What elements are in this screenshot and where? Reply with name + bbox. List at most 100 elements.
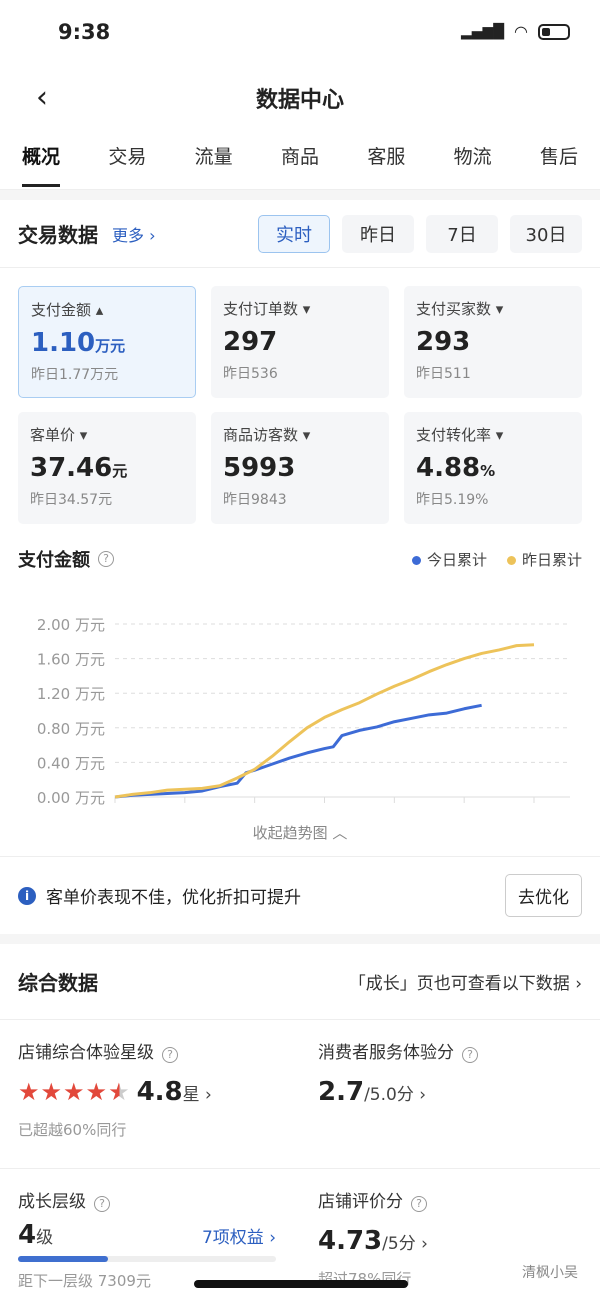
tab-5[interactable]: 物流 xyxy=(453,146,492,168)
card-label: 商品访客数 ▾ xyxy=(223,426,311,444)
card-previous: 昨日34.57元 xyxy=(30,492,113,508)
series-line-昨日累计 xyxy=(114,643,535,799)
status-bar: 9:38 ▂▄▆█ ◠ xyxy=(0,0,600,64)
metric-title: 成长层级 xyxy=(18,1192,86,1212)
metric-sub: 距下一层级 7309元 xyxy=(18,1272,151,1290)
period-2[interactable]: 7日 xyxy=(426,214,498,253)
optimize-button[interactable]: 去优化 xyxy=(505,874,582,917)
value: 4.88 xyxy=(416,453,481,483)
tab-0[interactable]: 概况 xyxy=(22,142,61,187)
metric-card[interactable]: 支付金额 ▴ 1.10万元 昨日1.77万元 xyxy=(18,286,196,398)
metric-title: 店铺综合体验星级 xyxy=(18,1043,154,1063)
card-previous: 昨日9843 xyxy=(223,492,287,508)
metric-value: 2.7 xyxy=(318,1077,365,1107)
help-icon[interactable]: ? xyxy=(411,1196,427,1212)
more-link[interactable]: 更多 › xyxy=(112,225,156,245)
page-title: 数据中心 xyxy=(255,88,344,113)
growth-level-metric[interactable]: 成长层级? 4 级 7项权益 › 距下一层级 7309元 xyxy=(0,1168,300,1316)
tab-6[interactable]: 售后 xyxy=(539,146,578,168)
star-rating-metric[interactable]: 店铺综合体验星级? ★★★★★ 4.8 星 › 已超越60%同行 xyxy=(0,1020,300,1168)
battery-icon xyxy=(538,23,570,40)
legend-dot xyxy=(411,555,421,565)
metric-unit: 级 xyxy=(36,1228,54,1248)
metric-card[interactable]: 支付转化率 ▾ 4.88% 昨日5.19% xyxy=(404,412,582,524)
x-tick-label: 8:00 xyxy=(238,816,272,818)
payment-chart: 0.00 万元 0.40 万元 0.80 万元 1.20 万元 1.60 万元 2.00 … xyxy=(37,616,570,818)
legend-label: 昨日累计 xyxy=(521,550,582,569)
period-0[interactable]: 实时 xyxy=(258,214,330,253)
star-rating: ★★★★★ xyxy=(18,1078,131,1106)
chart-title: 支付金额 xyxy=(18,550,90,571)
metric-title: 消费者服务体验分 xyxy=(318,1043,454,1063)
card-value: 293 xyxy=(416,327,570,357)
help-icon[interactable]: ? xyxy=(462,1047,478,1063)
metric-card[interactable]: 支付订单数 ▾ 297 昨日536 xyxy=(211,286,389,398)
x-tick-label: 12:00 xyxy=(303,816,346,818)
metric-value: 4.8 xyxy=(136,1077,183,1107)
composite-title: 综合数据 xyxy=(18,971,98,995)
metric-value: 4 xyxy=(18,1220,37,1250)
series-line-今日累计 xyxy=(114,703,482,799)
help-icon[interactable]: ? xyxy=(162,1047,178,1063)
card-previous: 昨日1.77万元 xyxy=(31,367,119,383)
metric-unit: /5分 › xyxy=(382,1234,428,1254)
metric-unit: /5.0分 › xyxy=(364,1085,427,1105)
value: 297 xyxy=(223,327,278,357)
tab-3[interactable]: 商品 xyxy=(280,146,319,168)
card-label: 支付买家数 ▾ xyxy=(416,300,504,318)
growth-page-link[interactable]: 「成长」页也可查看以下数据 › xyxy=(348,974,582,994)
growth-progress-bar xyxy=(18,1256,276,1262)
card-previous: 昨日511 xyxy=(416,366,471,382)
collapse-chart-button[interactable]: 收起趋势图 ︿ xyxy=(252,824,348,842)
tab-1[interactable]: 交易 xyxy=(108,146,147,168)
unit: % xyxy=(480,462,496,480)
x-tick-label: 4:00 xyxy=(168,816,202,818)
help-icon[interactable]: ? xyxy=(98,551,114,567)
tab-2[interactable]: 流量 xyxy=(194,146,233,168)
legend-label: 今日累计 xyxy=(426,550,487,569)
x-tick-label: 0:00 xyxy=(98,816,132,818)
x-tick-label: 20:00 xyxy=(443,816,486,818)
y-tick-label: 1.60 万元 xyxy=(37,651,105,669)
y-tick-label: 0.00 万元 xyxy=(37,789,105,807)
legend-dot xyxy=(506,555,516,565)
wifi-icon: ◠ xyxy=(514,22,528,41)
card-value: 4.88% xyxy=(416,453,570,483)
review-score-metric[interactable]: 店铺评价分? 4.73/5分 › 超过78%同行 xyxy=(300,1168,600,1316)
value: 5993 xyxy=(223,453,296,483)
card-value: 5993 xyxy=(223,453,377,483)
x-tick-label: 16:00 xyxy=(373,816,416,818)
period-3[interactable]: 30日 xyxy=(510,214,582,253)
metric-card[interactable]: 支付买家数 ▾ 293 昨日511 xyxy=(404,286,582,398)
period-1[interactable]: 昨日 xyxy=(342,214,414,253)
value: 37.46 xyxy=(30,453,113,483)
legend-item[interactable]: 今日累计 xyxy=(411,549,487,570)
metric-card[interactable]: 客单价 ▾ 37.46元 昨日34.57元 xyxy=(18,412,196,524)
back-button[interactable]: ‹ xyxy=(36,80,48,115)
metric-card[interactable]: 商品访客数 ▾ 5993 昨日9843 xyxy=(211,412,389,524)
tab-4[interactable]: 客服 xyxy=(367,146,406,168)
y-tick-label: 0.80 万元 xyxy=(37,720,105,738)
y-tick-label: 2.00 万元 xyxy=(37,616,105,634)
watermark: 清枫小吴 xyxy=(522,1265,578,1281)
help-icon[interactable]: ? xyxy=(94,1196,110,1212)
home-indicator[interactable] xyxy=(194,1280,408,1288)
y-tick-label: 0.40 万元 xyxy=(37,754,105,772)
legend-item[interactable]: 昨日累计 xyxy=(506,549,582,570)
clock: 9:38 xyxy=(58,20,111,44)
unit: 万元 xyxy=(95,337,126,355)
value: 293 xyxy=(416,327,471,357)
service-score-metric[interactable]: 消费者服务体验分? 2.7/5.0分 › xyxy=(300,1020,600,1168)
card-value: 37.46元 xyxy=(30,453,184,483)
card-label: 支付金额 ▴ xyxy=(31,301,104,319)
signal-icon: ▂▄▆█ xyxy=(460,23,505,40)
x-tick-label: 24:00 xyxy=(512,816,555,818)
benefits-link[interactable]: 7项权益 › xyxy=(201,1228,276,1248)
metric-sub: 已超越60%同行 xyxy=(18,1121,127,1139)
metric-unit: 星 › xyxy=(182,1085,212,1105)
metric-title: 店铺评价分 xyxy=(318,1192,403,1212)
unit: 元 xyxy=(112,462,128,480)
y-tick-label: 1.20 万元 xyxy=(37,685,105,703)
tip-text: 客单价表现不佳，优化折扣可提升 xyxy=(46,888,301,908)
card-previous: 昨日5.19% xyxy=(416,492,489,508)
